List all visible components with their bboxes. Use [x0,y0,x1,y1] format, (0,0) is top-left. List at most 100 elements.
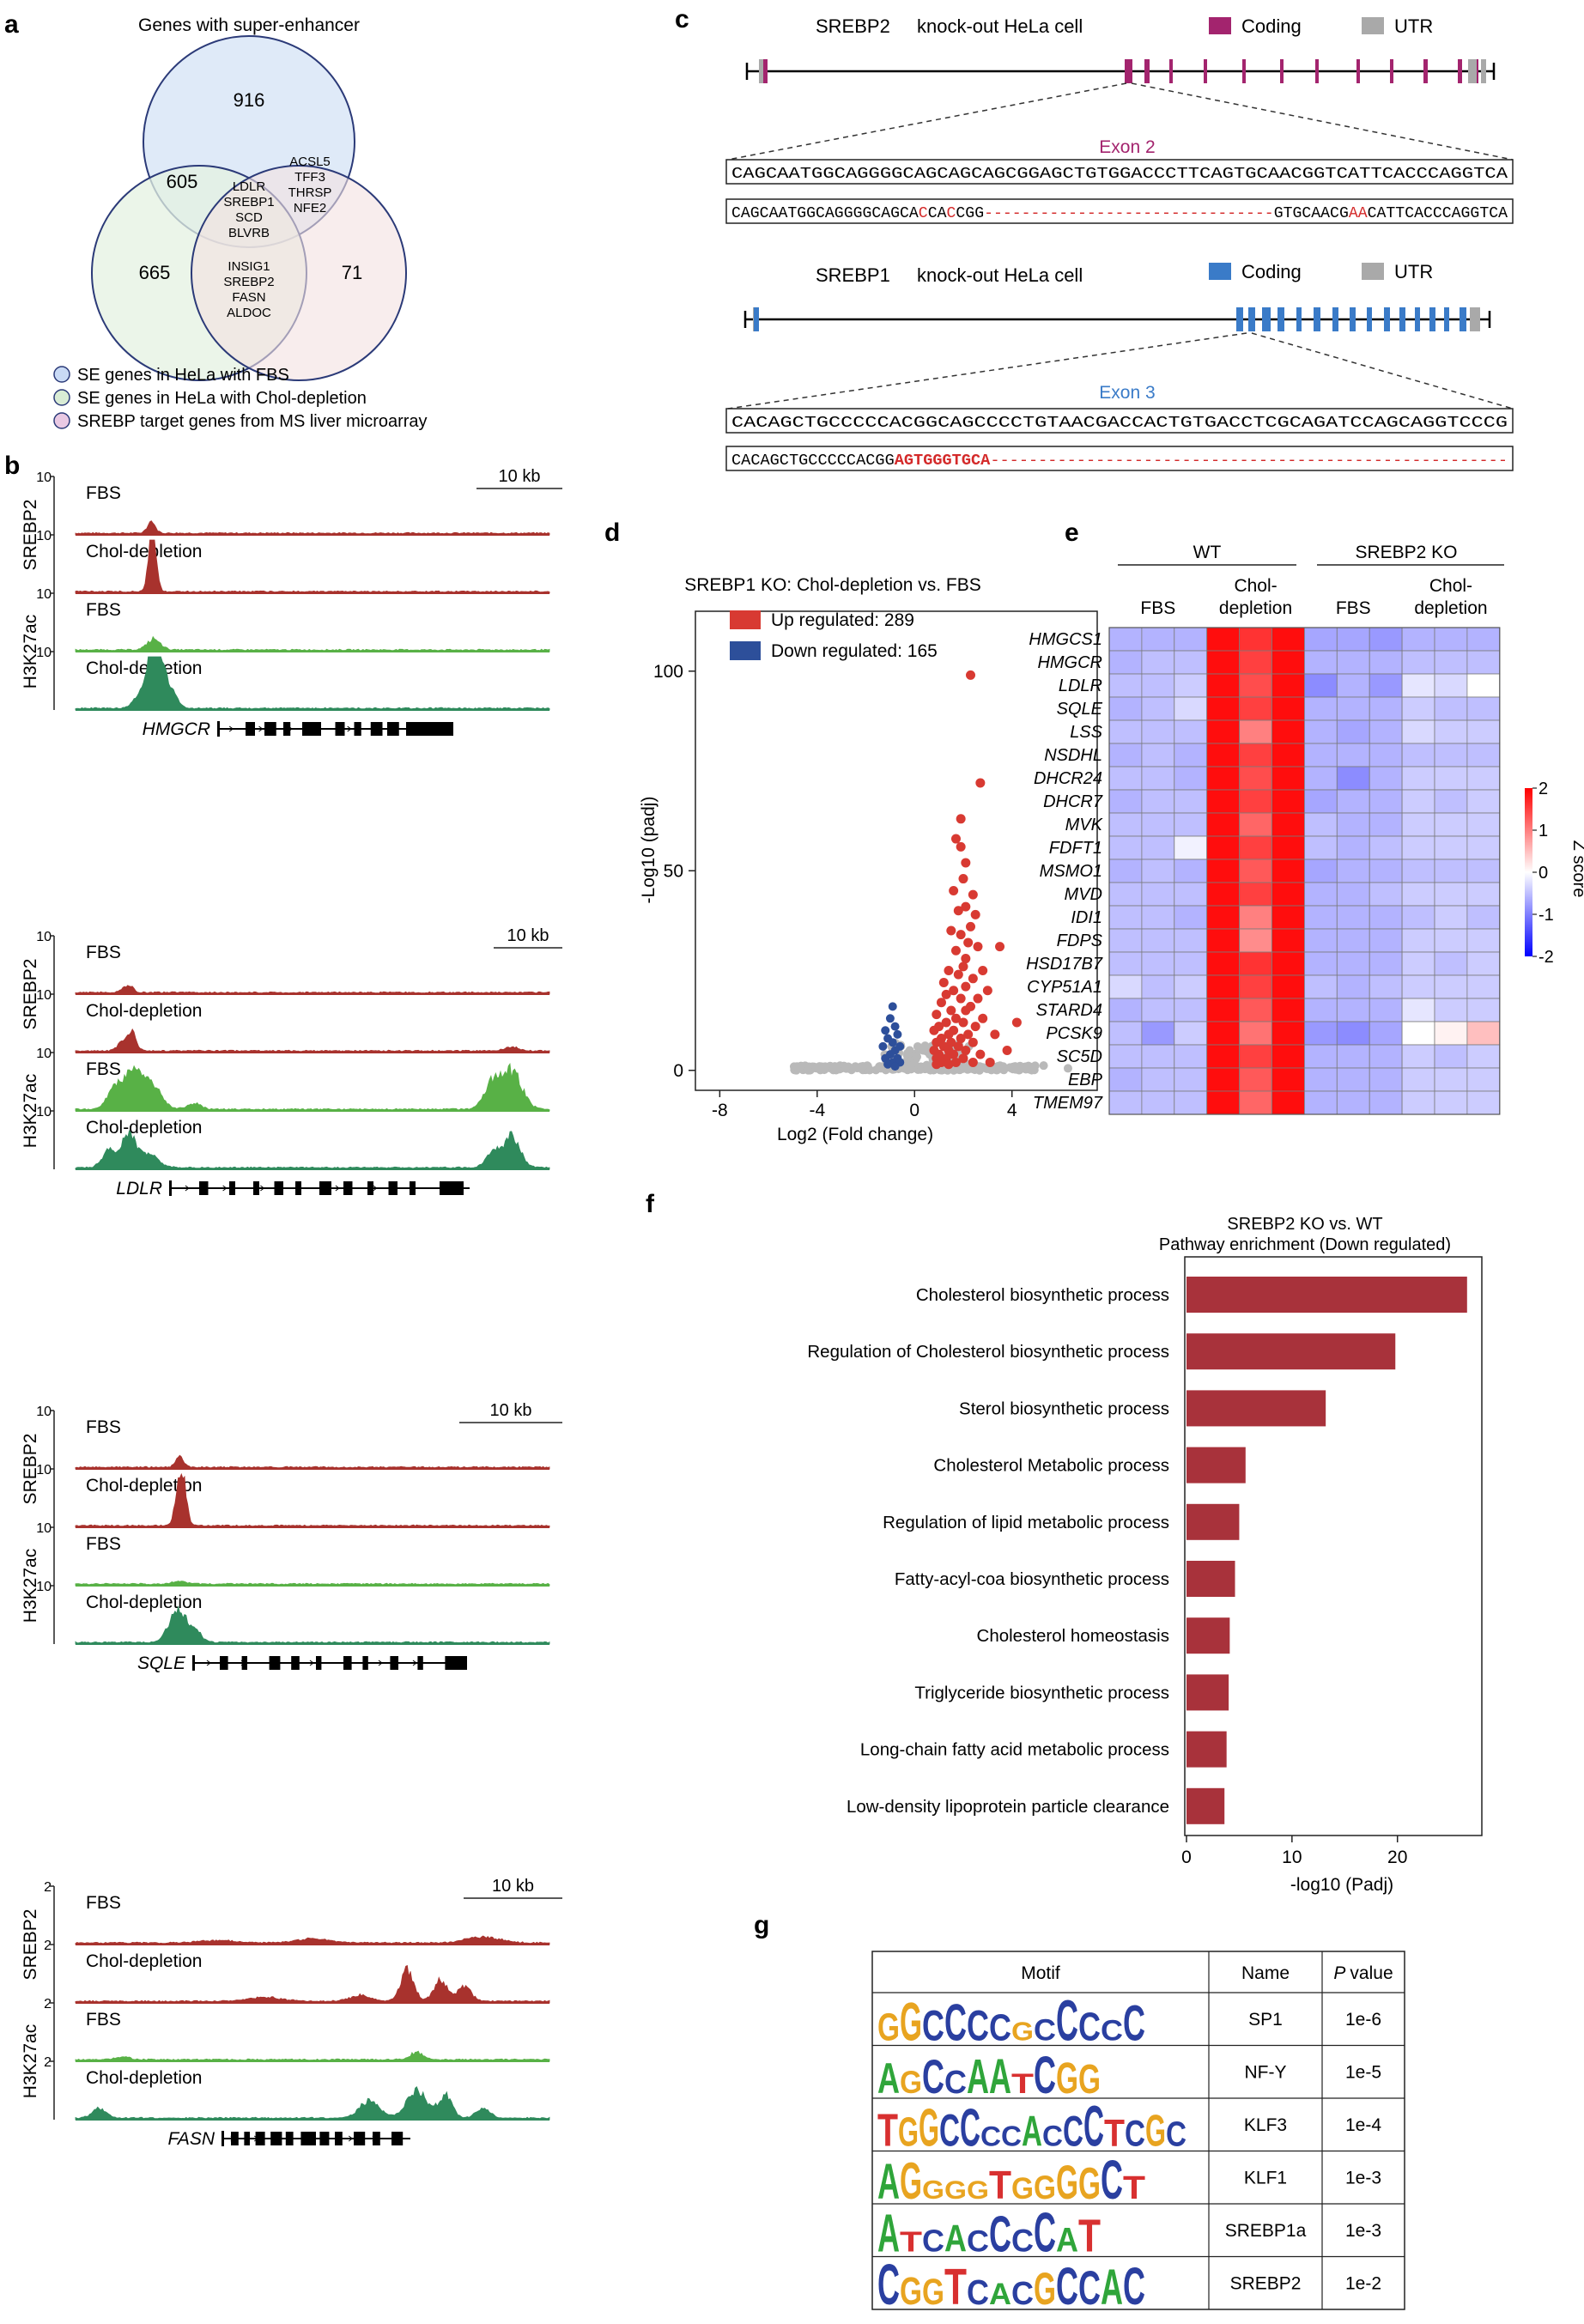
legend-swatch-up [730,610,761,629]
srebp1-subtitle: knock-out HeLa cell [917,264,1083,286]
point-up [982,986,992,996]
bar-category-label: Cholesterol homeostasis [977,1626,1169,1646]
gene-ldlr: LDLR [233,179,266,194]
ko-seq-part: CATTCACCCAGGTCA [1368,205,1508,222]
bar [1186,1333,1396,1370]
heatmap-cell [1141,974,1175,999]
bar [1186,1674,1229,1711]
bar [1186,1561,1235,1597]
motif-letter: C [1123,1995,1145,2051]
heatmap-cell [1271,1044,1305,1069]
track-label: FBS [86,600,121,620]
heatmap-cell [1206,1021,1240,1046]
gene-exon [410,1181,416,1195]
track-signal [75,2050,550,2062]
gene-strand-arrow [277,2135,282,2142]
heatmap-cell [1174,998,1208,1022]
coding-exon [1429,307,1435,331]
heatmap-cell [1434,1067,1468,1092]
heatmap-cell [1466,1090,1501,1115]
heatmap-cell [1174,743,1208,768]
heatmap-cell [1108,1067,1143,1092]
track-ymax: 10 [36,529,52,543]
gene-exon [406,722,453,736]
heatmap-cell [1108,650,1143,675]
heatmap-cell [1108,882,1143,907]
gene-exon [302,722,321,736]
coding-swatch-srebp1 [1209,263,1231,280]
heatmap-cell [1336,650,1370,675]
heatmap-cell [1466,859,1501,883]
coding-exon [1315,59,1319,83]
gene-exon [300,2132,316,2145]
heatmap-cell [1141,1044,1175,1069]
coding-exon [1458,59,1462,83]
heatmap-cell [1206,835,1240,860]
point-up [953,1041,963,1052]
heatmap-cell [1271,789,1305,814]
motif-letter: A [989,2277,1011,2310]
motif-letter: C [989,2006,1011,2048]
motif-letter: G [922,2272,944,2312]
heatmap-row-label: IDI1 [1071,908,1102,927]
heatmap-cell [1466,835,1501,860]
scale-bar-label: 10 kb [492,1877,534,1896]
srebp2-ko-box [725,198,1514,224]
heatmap-cell [1206,673,1240,698]
point-down [888,1002,897,1011]
point-up [950,1013,961,1023]
srebp2-ko-seq: CAGCAATGGCAGGGGCAGCACCACCGG-------------… [731,205,1508,222]
track-signal [75,539,550,594]
gene-name-fasn: FASN [168,2129,215,2149]
motif-letter: C [1034,2202,1056,2264]
table-border [871,1951,1405,2310]
gene-acsl5: ACSL5 [289,155,331,169]
heatmap-cell [1369,835,1403,860]
heatmap-cell [1401,766,1435,791]
heatmap-cell [1108,673,1143,698]
motif-letter: G [1011,2171,1034,2205]
heatmap-cell [1304,1067,1338,1092]
heatmap-cell [1336,1090,1370,1115]
motif-letter: T [877,2105,898,2157]
track-signal [75,1028,550,1053]
coding-swatch-srebp2 [1209,17,1231,34]
ytick-label: 0 [673,1061,683,1081]
track-signal [75,1964,550,2004]
heatmap-cell [1271,951,1305,976]
ko-seq-part: CGG [956,205,984,222]
volcano-ylabel: -Log10 (padj) [639,797,658,904]
gene-strand-arrow [343,1660,349,1666]
point-up [970,1022,980,1032]
legend-label-srebp: SREBP target genes from MS liver microar… [77,412,428,431]
coding-exon [1204,59,1207,83]
point-up [968,974,978,984]
heatmap-row-label: NSDHL [1044,746,1102,765]
point-up [932,1059,942,1070]
heatmap-cell [1434,743,1468,768]
point-ns [919,1045,928,1054]
heatmap-cell [1239,974,1272,999]
heatmap-cell [1369,905,1403,930]
panel-label-f: f [646,1190,655,1218]
bar-series: Cholesterol biosynthetic process Regulati… [807,1277,1467,1867]
gene-exon [390,1656,398,1670]
bar [1186,1390,1326,1427]
motif-letter: C [967,2224,989,2258]
zoom-line-left [727,82,1127,161]
motif-letter: C [1101,2013,1123,2046]
track-ymax: 10 [36,930,52,944]
heatmap-cell [1239,998,1272,1022]
heatmap-cell [1271,743,1305,768]
point-down [878,1041,888,1051]
ko-seq-part: CACAGCTGCCCCCACGG [731,452,895,470]
motif-letter: A [967,2050,989,2103]
srebp1-exon-label: Exon 3 [1099,383,1155,403]
heatmap-cell [1174,882,1208,907]
motif-letter: G [898,2109,919,2155]
motif-letter: G [1145,2106,1166,2156]
heatmap-cell [1239,928,1272,953]
xtick-label: -4 [809,1101,825,1120]
heatmap-condition-line: Chol- [1429,576,1472,596]
track-ymax: 2 [44,2055,52,2070]
